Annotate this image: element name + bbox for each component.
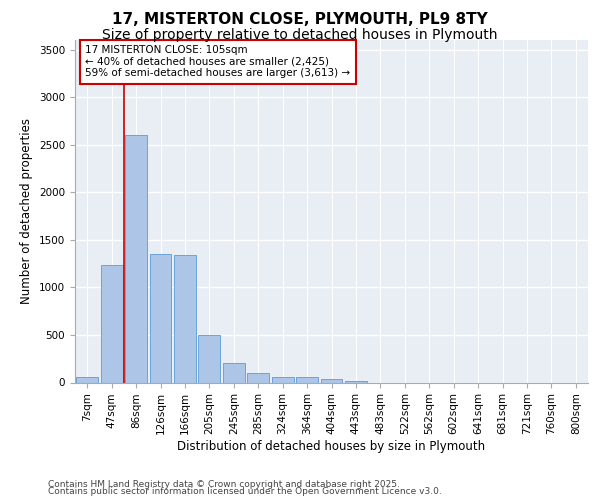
Bar — [149, 254, 172, 382]
Text: Contains HM Land Registry data © Crown copyright and database right 2025.: Contains HM Land Registry data © Crown c… — [48, 480, 400, 489]
Text: Size of property relative to detached houses in Plymouth: Size of property relative to detached ho… — [102, 28, 498, 42]
Bar — [174, 255, 196, 382]
Bar — [320, 379, 343, 382]
Bar — [272, 378, 293, 382]
Text: Contains public sector information licensed under the Open Government Licence v3: Contains public sector information licen… — [48, 487, 442, 496]
Bar — [76, 378, 98, 382]
Y-axis label: Number of detached properties: Number of detached properties — [20, 118, 34, 304]
Bar — [223, 362, 245, 382]
Bar — [296, 378, 318, 382]
Bar — [199, 335, 220, 382]
Bar — [247, 372, 269, 382]
Bar — [125, 135, 147, 382]
Text: 17, MISTERTON CLOSE, PLYMOUTH, PL9 8TY: 17, MISTERTON CLOSE, PLYMOUTH, PL9 8TY — [112, 12, 488, 28]
X-axis label: Distribution of detached houses by size in Plymouth: Distribution of detached houses by size … — [178, 440, 485, 453]
Text: 17 MISTERTON CLOSE: 105sqm
← 40% of detached houses are smaller (2,425)
59% of s: 17 MISTERTON CLOSE: 105sqm ← 40% of deta… — [85, 45, 350, 78]
Bar — [345, 380, 367, 382]
Bar — [101, 264, 122, 382]
